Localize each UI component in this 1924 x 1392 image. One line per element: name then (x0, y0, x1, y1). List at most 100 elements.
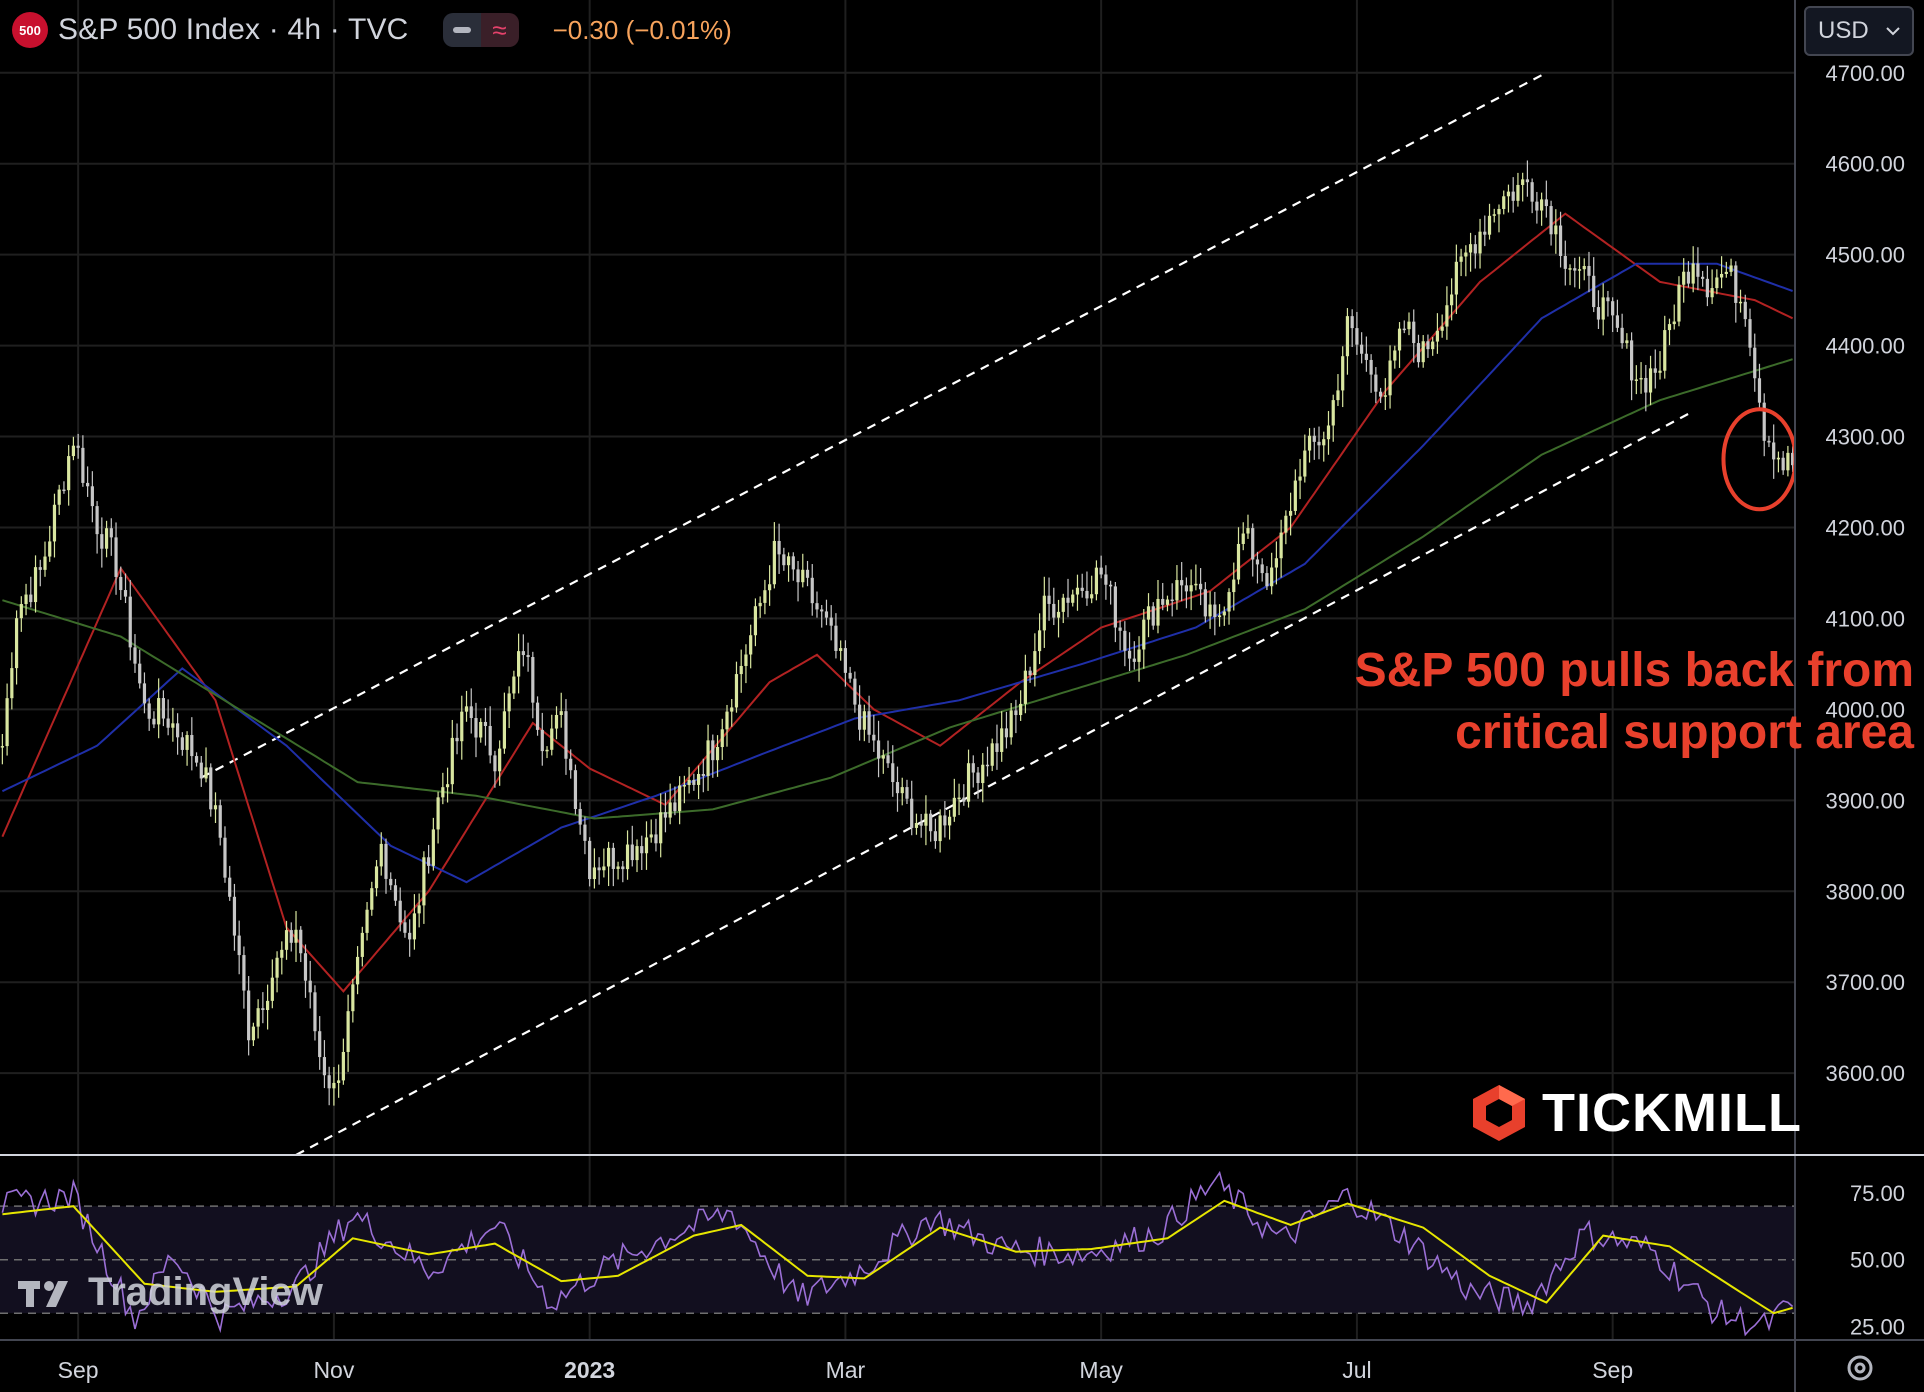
currency-select[interactable]: USD (1804, 6, 1914, 56)
candle-body (161, 698, 165, 719)
candle-body (1601, 297, 1605, 320)
candle-body (564, 711, 568, 759)
candle-body (299, 929, 303, 954)
candle-body (1639, 377, 1643, 380)
hide-icon[interactable] (442, 13, 481, 47)
candle-body (517, 651, 521, 677)
candle-body (1431, 341, 1435, 350)
candle-body (687, 779, 691, 786)
candle-body (668, 802, 672, 818)
candle-body (1686, 271, 1691, 284)
candle-body (848, 672, 852, 679)
time-tick-label: Sep (58, 1357, 99, 1383)
symbol-badge[interactable]: 500 (12, 12, 48, 48)
candle-body (355, 956, 360, 985)
candle-body (1080, 587, 1084, 591)
candle-body (427, 857, 431, 866)
candle-body (261, 1008, 265, 1011)
candle-body (526, 655, 530, 658)
candle-body (0, 746, 4, 748)
candle-body (1180, 580, 1184, 586)
candle-body (332, 1082, 336, 1089)
candle-body (919, 823, 923, 826)
candle-body (1175, 580, 1179, 601)
candle-body (308, 980, 312, 993)
candle-body (1776, 457, 1781, 460)
candle-body (1151, 606, 1155, 626)
candle-body (1630, 340, 1634, 381)
rsi-tick-label: 25.00 (1850, 1315, 1905, 1340)
candle-body (1104, 574, 1108, 585)
candle-body (209, 767, 213, 810)
ma-line (1, 212, 1794, 993)
candle-body (81, 447, 85, 483)
candle-body (1066, 597, 1070, 603)
candle-body (128, 596, 132, 648)
price-tick-label: 4300.00 (1825, 425, 1905, 450)
candle-body (1402, 328, 1406, 331)
candle-body (104, 528, 109, 549)
candle-body (1369, 359, 1373, 375)
candle-body (24, 594, 28, 605)
candle-body (1094, 567, 1099, 595)
candle-body (1123, 630, 1127, 651)
candle-body (1563, 255, 1567, 269)
candle-body (19, 604, 23, 619)
candle-body (957, 797, 961, 800)
price-axis-bg (1795, 0, 1924, 1392)
candle-body (701, 773, 705, 776)
candle-body (801, 569, 805, 583)
candle-body (1075, 587, 1080, 595)
candle-body (1033, 651, 1037, 676)
candles (0, 160, 1795, 1106)
symbol-title[interactable]: S&P 500 Index · 4h · TVC (58, 13, 409, 46)
candle-body (1118, 627, 1122, 631)
rsi-ma-line (2, 1199, 1793, 1315)
candle-body (1483, 231, 1487, 235)
candle-body (843, 648, 848, 673)
candle-body (294, 929, 298, 943)
candle-body (1772, 442, 1776, 460)
candle-body (1516, 184, 1520, 201)
candle-body (862, 711, 866, 730)
candle-body (157, 698, 161, 725)
candle-body (545, 749, 549, 752)
candle-body (1459, 256, 1463, 262)
candle-body (1388, 360, 1392, 396)
candle-body (1298, 476, 1302, 481)
time-tick-label: Mar (826, 1357, 866, 1383)
annotation-line-1: S&P 500 pulls back from (1354, 644, 1914, 697)
compare-icon[interactable]: ≈ (480, 13, 519, 47)
candle-body (474, 718, 478, 738)
candle-body (190, 735, 194, 757)
candle-body (1573, 268, 1577, 271)
candle-body (1203, 589, 1207, 617)
candle-body (1028, 670, 1032, 676)
candle-body (914, 823, 919, 828)
tradingview-logo-icon (18, 1280, 68, 1307)
candle-body (346, 1011, 350, 1052)
candle-body (1568, 268, 1572, 270)
candle-body (142, 683, 147, 704)
candle-body (872, 734, 876, 741)
candle-body (659, 812, 663, 844)
candle-body (962, 797, 966, 802)
candle-body (1222, 611, 1226, 616)
candle-body (1535, 201, 1539, 211)
candle-body (237, 935, 241, 956)
candle-body (782, 554, 786, 566)
candle-body (611, 847, 615, 869)
settings-gear-icon[interactable] (1842, 1350, 1878, 1386)
candle-body (1360, 344, 1364, 354)
candle-body (1506, 191, 1511, 197)
candle-body (1450, 294, 1454, 306)
price-tick-label: 3700.00 (1825, 970, 1905, 995)
indicator-toggle[interactable]: ≈ (442, 13, 519, 47)
candle-body (488, 725, 492, 756)
candle-body (1663, 330, 1667, 371)
price-tick-label: 4500.00 (1825, 243, 1905, 268)
candle-body (791, 556, 795, 570)
candle-body (1047, 595, 1051, 604)
candle-body (1232, 579, 1236, 593)
